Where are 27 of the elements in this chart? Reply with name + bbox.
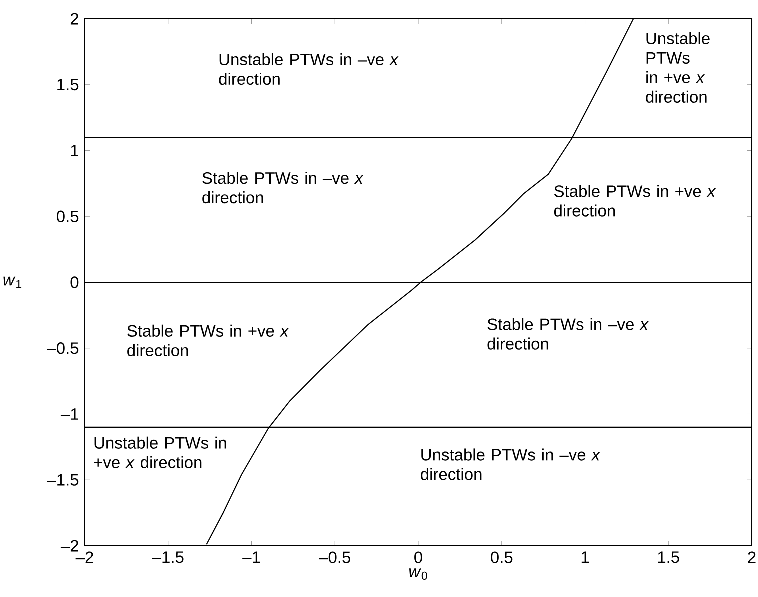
y-tick-label: 1 (71, 145, 78, 156)
y-tick-label: –1 (60, 408, 78, 420)
y-tick-label: –2 (60, 540, 78, 552)
x-tick-label: –1 (242, 552, 260, 564)
text: Stable PTWs in +ve x direction (128, 324, 290, 356)
x-tick-label: 2 (748, 552, 756, 564)
text: Stable PTWs in +ve x direction (554, 185, 716, 217)
y-axis-title: w$_{1}$ (4, 276, 22, 288)
x-tick-label: 0 (414, 552, 422, 564)
y-tick-label: –1.5 (47, 474, 79, 486)
x-tick-label: 1 (582, 552, 590, 564)
y-tick-label: 0.5 (57, 210, 79, 222)
y-tick-label: 1.5 (58, 79, 79, 91)
text: Stable PTWs in –ve x direction (202, 172, 364, 204)
y-tick-label: 0 (70, 276, 79, 288)
y-tick-label: 2 (70, 13, 78, 25)
text: Unstable PTWs in –ve x direction (219, 53, 399, 86)
x-tick-label: –1.5 (152, 552, 184, 564)
y-tick-label: –0.5 (47, 342, 79, 354)
text: Stable PTWs in –ve x direction (488, 318, 649, 350)
annotation: Unstable PTWs in +ve x direction (646, 32, 710, 103)
x-tick-label: 0.5 (491, 552, 513, 564)
x-axis-title: w$_{0}$ (409, 568, 428, 580)
annotation: Unstable PTWs in +ve x direction (94, 436, 226, 468)
x-tick-label: 1.5 (658, 552, 680, 564)
text: Unstable PTWs in –ve x direction (421, 448, 601, 480)
x-tick-label: –0.5 (319, 552, 350, 564)
